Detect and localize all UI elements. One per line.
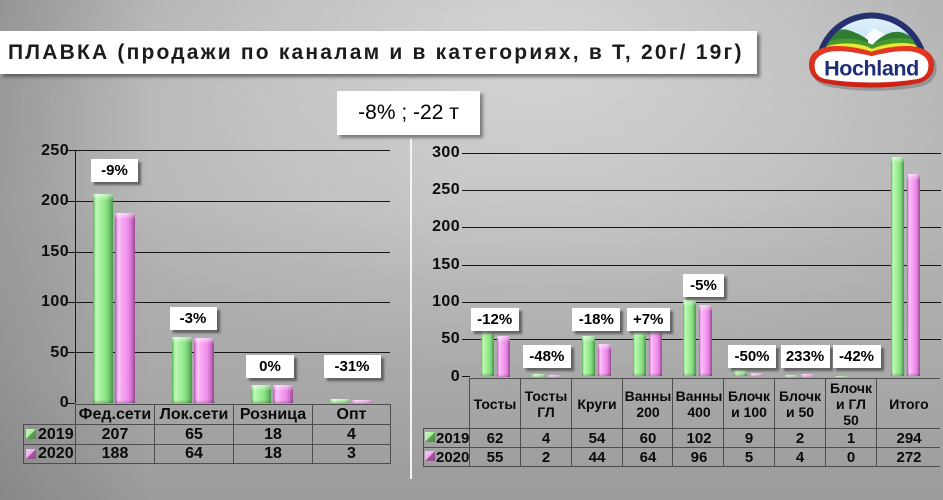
- svg-text:Hochland: Hochland: [824, 57, 919, 81]
